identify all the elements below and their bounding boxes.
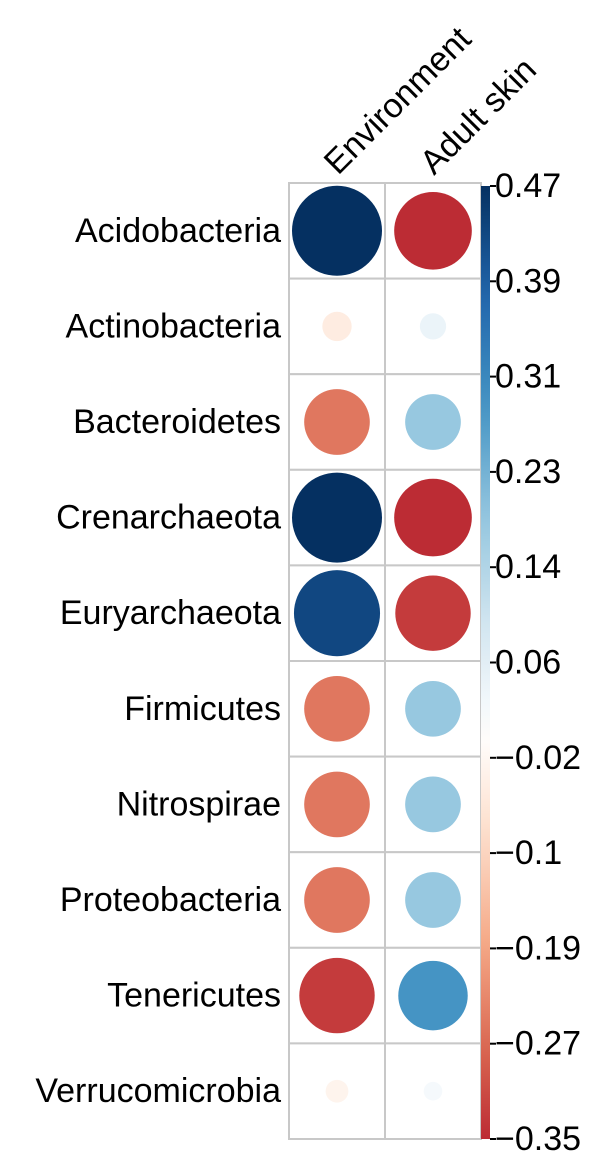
correlation-circle	[405, 776, 461, 833]
row-label: Verrucomicrobia	[35, 1072, 281, 1110]
colorbar-gradient	[481, 186, 490, 1139]
row-label: Tenericutes	[107, 977, 281, 1015]
colorbar-tick-label: −0.1	[495, 834, 562, 872]
row-label: Bacteroidetes	[73, 403, 281, 441]
row-label: Euryarchaeota	[60, 594, 281, 632]
correlation-circle	[304, 389, 370, 455]
colorbar-tick-label: 0.23	[495, 453, 561, 491]
row-label: Nitrospirae	[117, 785, 281, 823]
colorbar-tick-label: 0.06	[495, 644, 561, 682]
colorbar-tick-label: −0.27	[495, 1025, 581, 1063]
row-label: Firmicutes	[124, 690, 281, 728]
colorbar-tick-label: 0.31	[495, 358, 561, 396]
colorbar: 0.47 0.39 0.31 0.23 0.14 0.06 −0.02 −0.1 −0.19 −0…	[481, 167, 581, 1158]
colorbar-tick-label: −0.35	[495, 1120, 581, 1158]
grid-cells	[288, 182, 482, 1141]
colorbar-tick-label: −0.19	[495, 929, 581, 967]
correlation-circle	[398, 960, 468, 1031]
colorbar-tick-label: −0.02	[495, 739, 581, 777]
correlation-circle	[395, 575, 471, 651]
correlation-circle	[325, 1079, 349, 1103]
grid-cell	[384, 755, 482, 854]
colorbar-tick-label: 0.47	[495, 167, 561, 205]
correlation-circle	[304, 867, 370, 933]
correlation-circle	[292, 185, 382, 276]
correlation-circle	[322, 311, 352, 342]
correlation-circle	[299, 957, 375, 1034]
correlation-circle	[405, 680, 461, 737]
row-label: Actinobacteria	[66, 307, 282, 345]
correlation-circle	[405, 872, 461, 928]
colorbar-tick-label: 0.14	[495, 548, 561, 586]
correlation-circle	[304, 675, 370, 742]
correlation-circle	[419, 313, 447, 340]
correlation-circle	[394, 191, 472, 270]
correlation-circle	[423, 1081, 443, 1101]
correlation-circle	[304, 771, 370, 838]
correlation-circle	[292, 472, 382, 563]
row-labels: Acidobacteria Actinobacteria Bacteroidetes…	[35, 212, 281, 1110]
correlation-circle	[405, 394, 461, 450]
correlation-circle	[293, 570, 381, 657]
row-label: Crenarchaeota	[56, 499, 281, 537]
row-label: Proteobacteria	[60, 881, 281, 919]
correlation-circle	[394, 478, 472, 557]
colorbar-tick-label: 0.39	[495, 262, 561, 300]
correlation-circles	[292, 185, 472, 1103]
row-label: Acidobacteria	[75, 212, 281, 250]
